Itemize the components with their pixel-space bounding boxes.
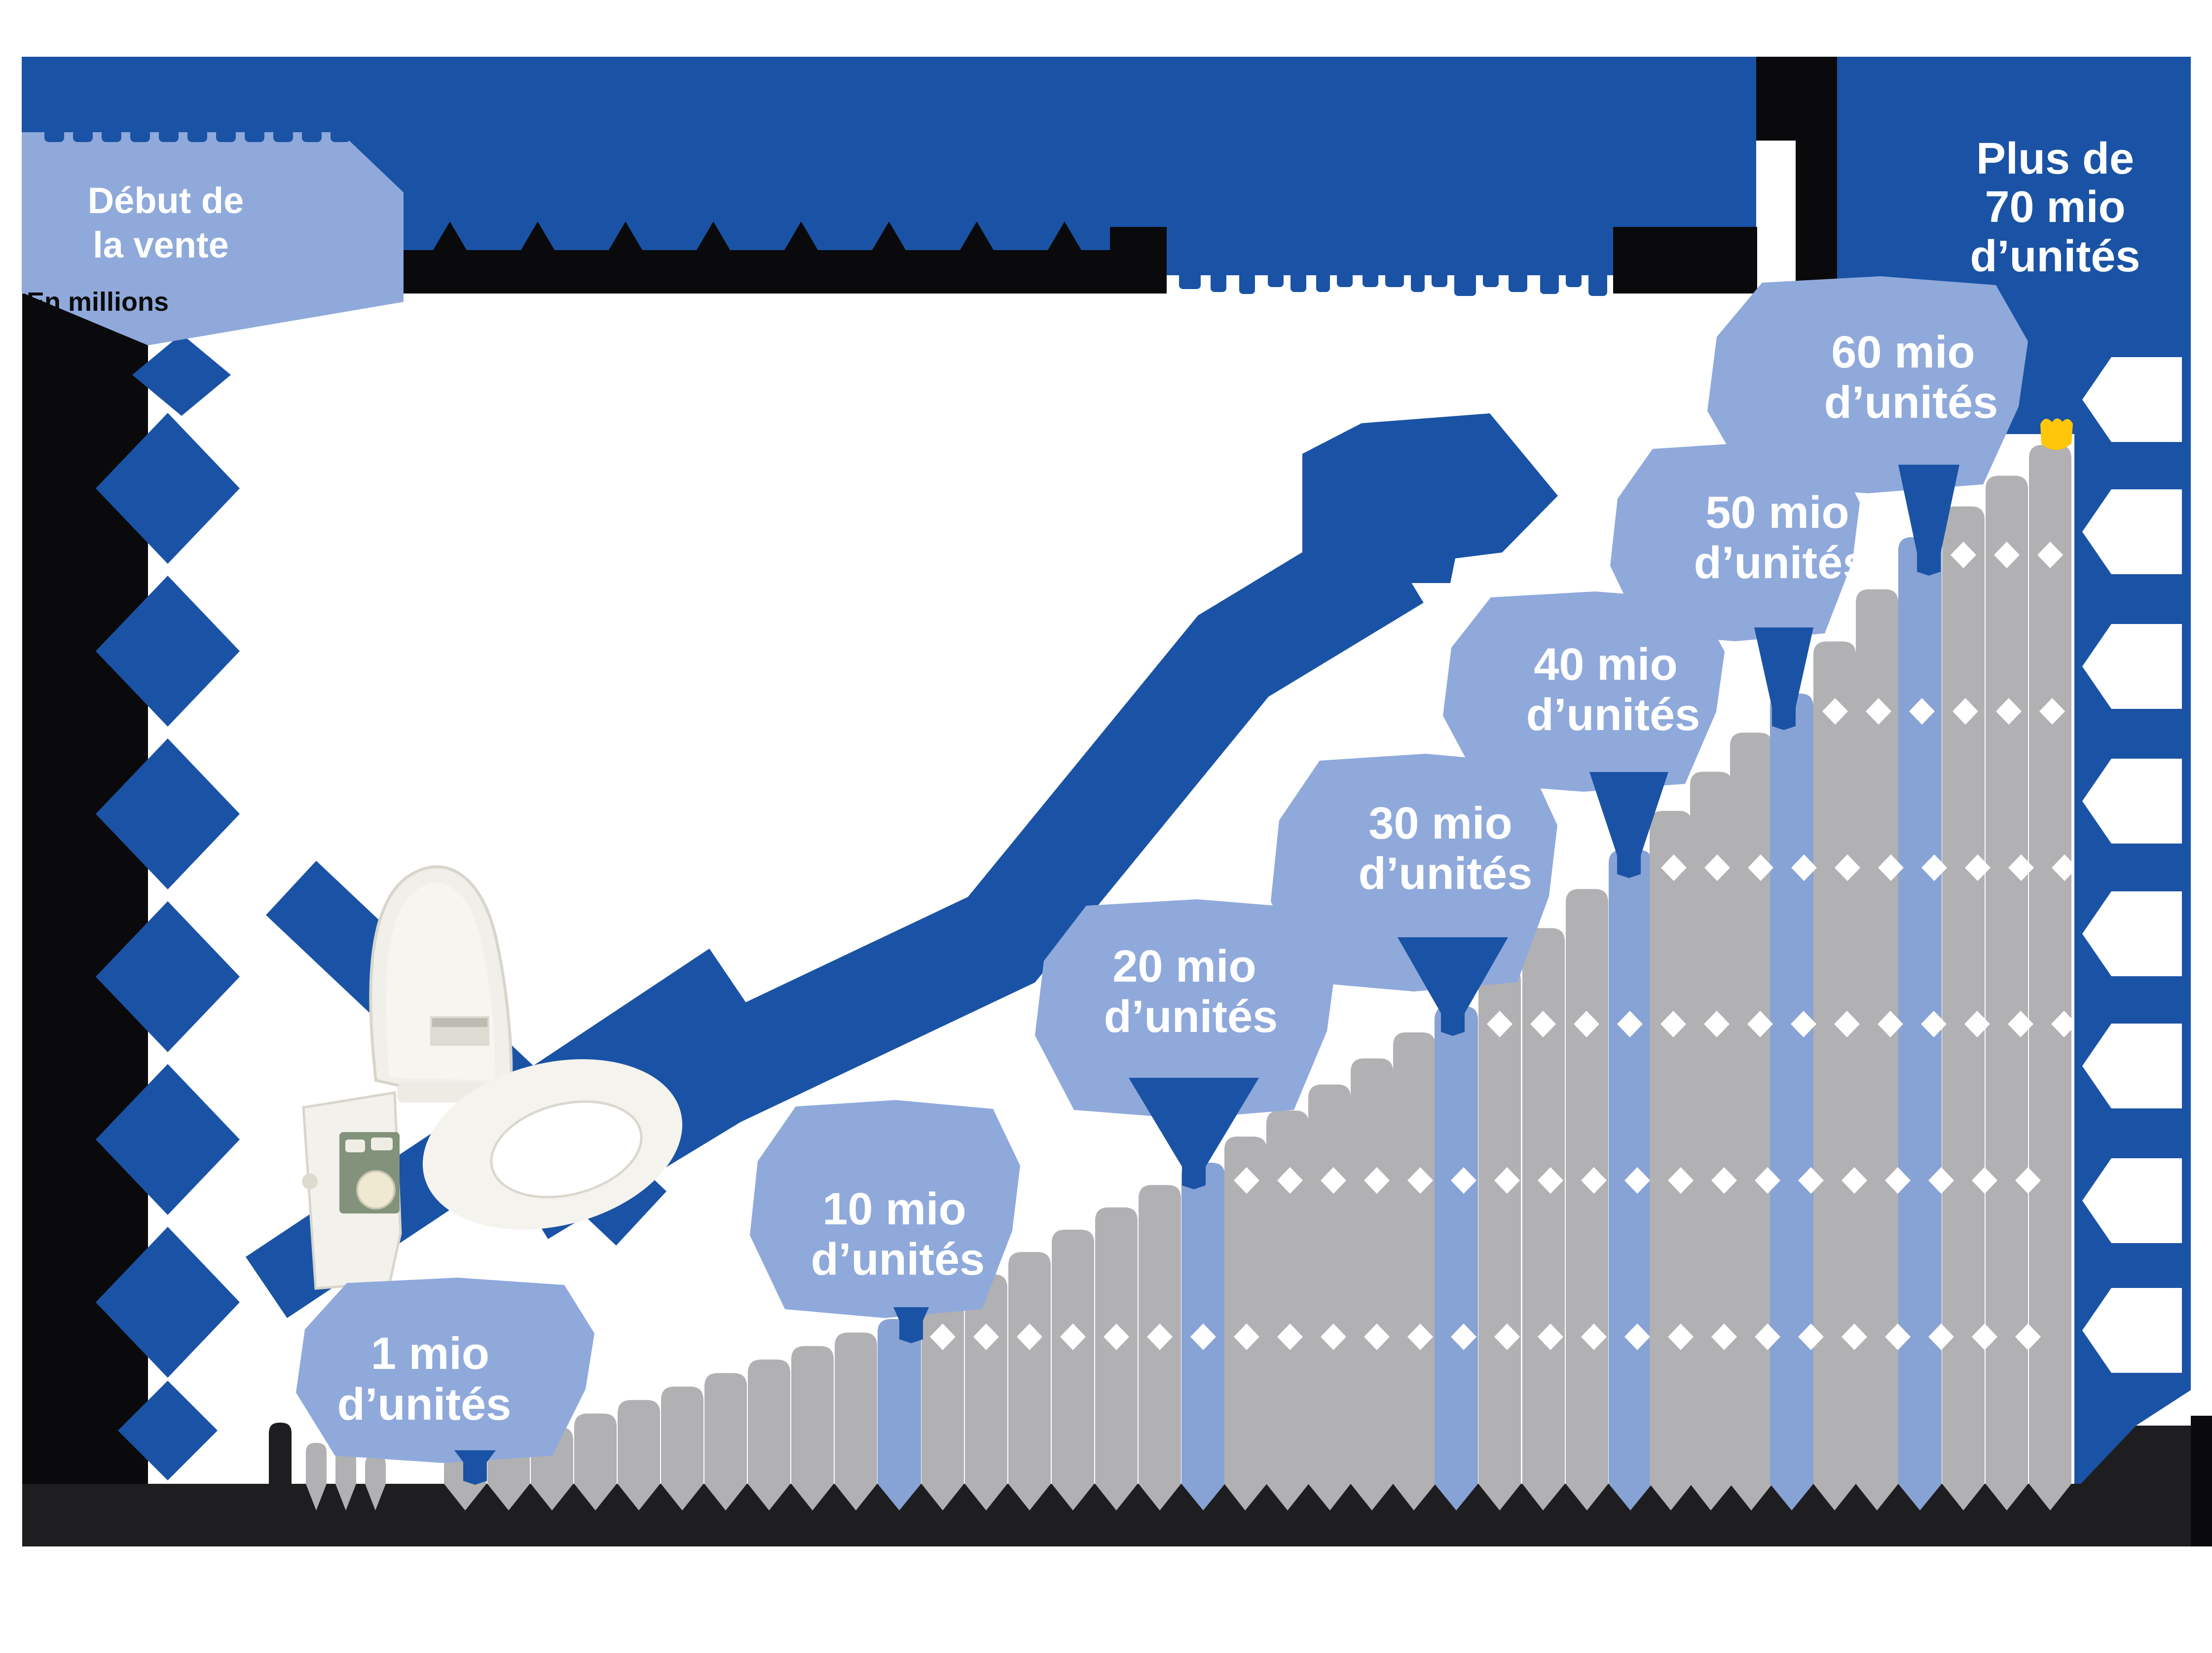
svg-text:30 mio: 30 mio bbox=[1368, 798, 1512, 848]
svg-text:d’unités: d’unités bbox=[1359, 848, 1533, 899]
svg-text:1 mio: 1 mio bbox=[371, 1328, 489, 1379]
svg-text:d’unités: d’unités bbox=[1970, 232, 2140, 281]
svg-text:En millions: En millions bbox=[27, 287, 169, 317]
svg-text:d’unités: d’unités bbox=[1526, 690, 1700, 740]
svg-text:Début de: Début de bbox=[88, 180, 244, 221]
svg-text:d’unités: d’unités bbox=[1694, 538, 1868, 588]
svg-text:40 mio: 40 mio bbox=[1534, 639, 1677, 690]
svg-text:10 mio: 10 mio bbox=[822, 1184, 966, 1234]
svg-text:20 mio: 20 mio bbox=[1112, 941, 1256, 992]
svg-text:d’unités: d’unités bbox=[811, 1234, 985, 1285]
svg-text:d’unités: d’unités bbox=[1104, 992, 1278, 1042]
svg-text:Plus de: Plus de bbox=[1976, 134, 2134, 184]
svg-text:d’unités: d’unités bbox=[1824, 377, 1998, 428]
svg-text:la vente: la vente bbox=[93, 224, 229, 265]
svg-text:50 mio: 50 mio bbox=[1705, 487, 1849, 538]
svg-text:60 mio: 60 mio bbox=[1831, 327, 1975, 377]
svg-text:70 mio: 70 mio bbox=[1985, 183, 2125, 232]
svg-text:d’unités: d’unités bbox=[337, 1379, 512, 1430]
